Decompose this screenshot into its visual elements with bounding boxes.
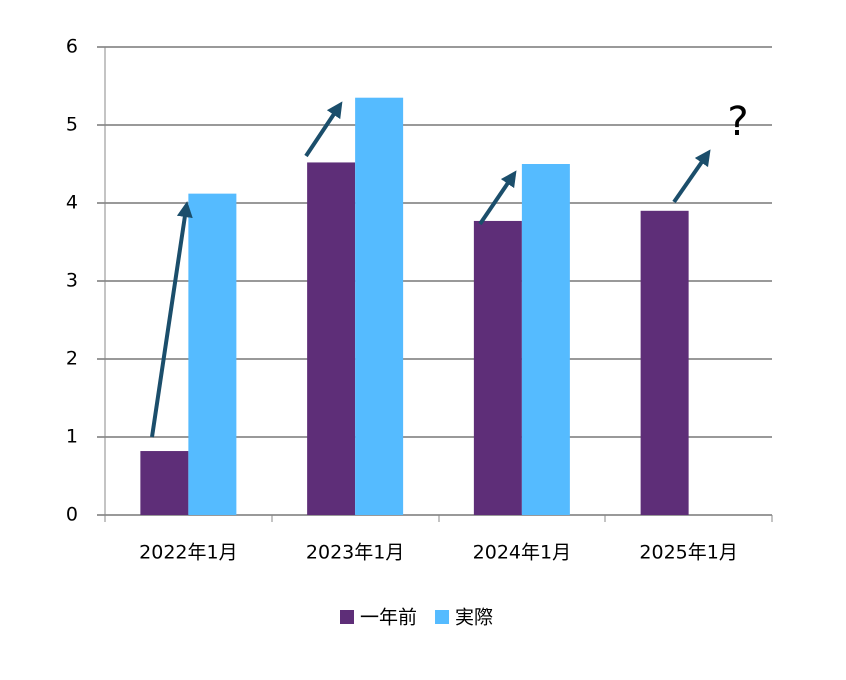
bar (140, 451, 189, 515)
legend-label: 実際 (455, 607, 493, 629)
y-tick-label: 0 (66, 504, 78, 526)
bar (307, 162, 356, 515)
x-tick-label: 2025年1月 (639, 542, 737, 564)
bar (188, 193, 237, 515)
x-tick-label: 2022年1月 (139, 542, 237, 564)
y-tick-label: 4 (66, 192, 78, 214)
y-tick-label: 6 (66, 36, 78, 58)
annotation: ? (727, 99, 748, 145)
legend-label: 一年前 (360, 607, 417, 629)
x-tick-label: 2024年1月 (473, 542, 571, 564)
x-tick-label: 2023年1月 (306, 542, 404, 564)
y-tick-label: 3 (66, 270, 78, 292)
bar (640, 210, 689, 516)
legend-swatch (340, 610, 354, 624)
y-tick-label: 2 (66, 348, 78, 370)
legend-swatch (435, 610, 450, 624)
x-axis-ticks (104, 515, 773, 522)
bar (521, 164, 570, 515)
y-tick-label: 1 (66, 426, 78, 448)
bar (473, 220, 522, 515)
bar (355, 97, 404, 515)
y-tick-label: 5 (66, 114, 78, 136)
arrows (150, 101, 711, 438)
